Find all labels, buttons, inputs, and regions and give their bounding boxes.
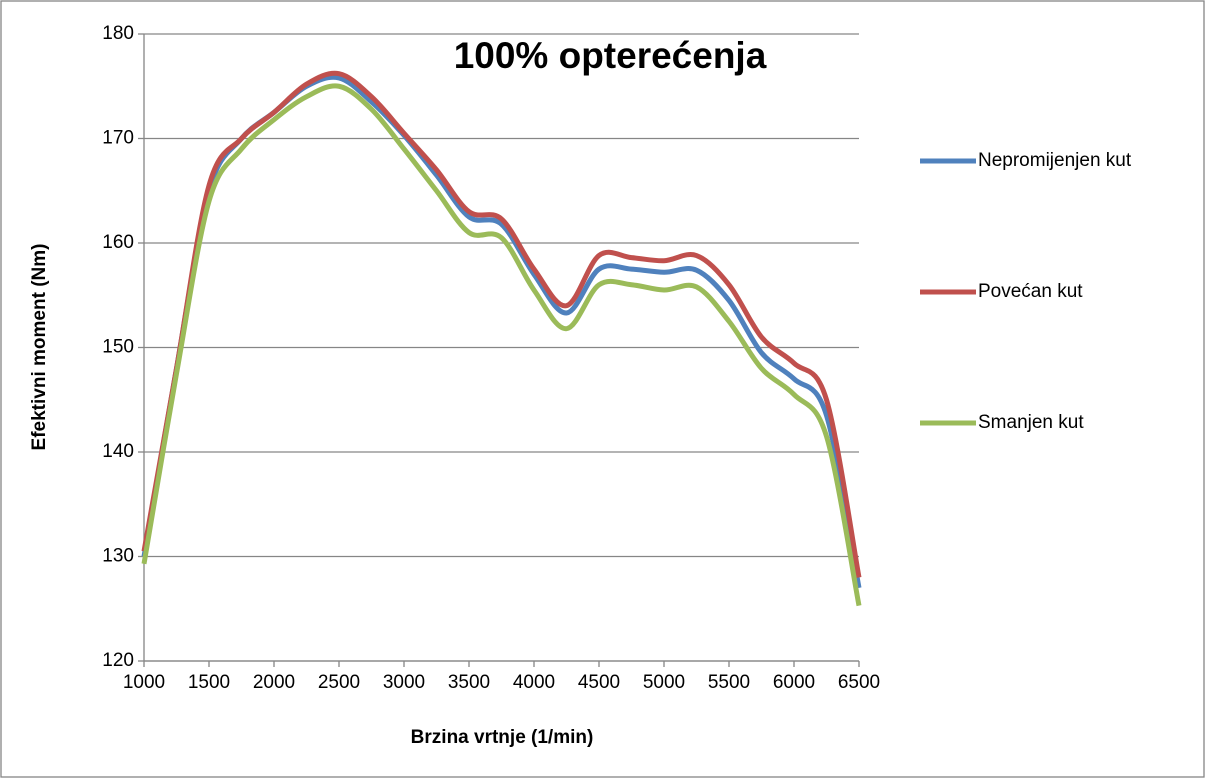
x-tick-label: 3000 [383,672,425,693]
legend-label: Nepromijenjen kut [978,150,1132,171]
y-axis-title: Efektivni moment (Nm) [29,244,50,451]
x-tick-label: 5500 [708,672,750,693]
y-tick-label: 170 [102,128,134,149]
x-tick-label: 1000 [123,672,165,693]
legend-label: Povećan kut [978,281,1083,302]
y-tick-label: 160 [102,232,134,253]
y-tick-label: 120 [102,650,134,671]
legend-label: Smanjen kut [978,412,1084,433]
x-tick-label: 2000 [253,672,295,693]
x-tick-label: 4500 [578,672,620,693]
y-tick-label: 130 [102,546,134,567]
x-tick-label: 6000 [773,672,815,693]
x-tick-label: 5000 [643,672,685,693]
x-tick-label: 3500 [448,672,490,693]
chart-title: 100% opterećenja [454,35,767,76]
x-tick-label: 4000 [513,672,555,693]
x-tick-label: 2500 [318,672,360,693]
y-tick-label: 140 [102,441,134,462]
x-axis-title: Brzina vrtnje (1/min) [411,727,594,748]
x-tick-label: 1500 [188,672,230,693]
x-tick-label: 6500 [838,672,880,693]
series-line [141,70,862,578]
y-tick-label: 180 [102,23,134,44]
y-tick-label: 150 [102,337,134,358]
series-line [141,83,862,607]
